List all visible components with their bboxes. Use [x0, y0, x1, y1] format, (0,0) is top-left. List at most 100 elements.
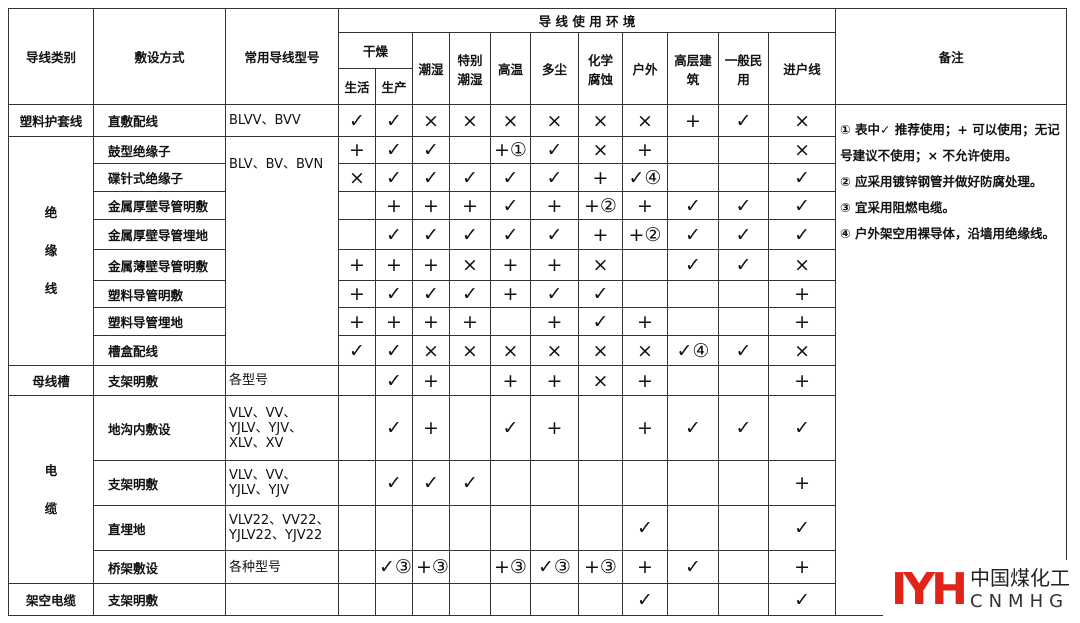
model-cell: BLVV、BVV	[225, 104, 339, 137]
usage-cell: ✓	[490, 395, 531, 461]
usage-cell: ✓③	[530, 550, 579, 584]
category-cell: 架空电缆	[8, 583, 94, 616]
usage-cell: ×	[578, 136, 623, 164]
usage-cell: +	[449, 307, 491, 336]
usage-cell	[718, 550, 769, 584]
usage-cell: +	[449, 191, 491, 220]
header-cell: 导 线 使 用 环 境	[337, 8, 837, 33]
category-cell: 绝缘线	[8, 136, 94, 366]
usage-cell: ✓	[578, 307, 623, 336]
header-cell: 进户线	[767, 32, 837, 105]
model-cell	[225, 583, 339, 616]
usage-cell	[667, 163, 719, 192]
usage-cell: +	[338, 136, 376, 164]
usage-cell	[338, 191, 376, 220]
usage-cell: +	[412, 307, 450, 336]
method-cell: 碟针式绝缘子	[93, 163, 226, 192]
model-cell: VLV22、VV22、YJLV22、YJV22	[225, 505, 339, 551]
usage-cell: ✓③	[375, 550, 413, 584]
usage-cell: ✓	[338, 104, 376, 137]
usage-cell: ✓	[375, 395, 413, 461]
usage-cell: ✓	[375, 460, 413, 506]
usage-cell: +③	[578, 550, 623, 584]
usage-cell: ✓	[718, 219, 769, 250]
usage-cell: ✓	[578, 280, 623, 308]
usage-cell	[449, 583, 491, 616]
usage-cell	[667, 307, 719, 336]
usage-cell: +①	[490, 136, 531, 164]
table-body: 塑料护套线 直敷配线 BLVV、BVV ✓ ✓ × × × × × × + ✓ × ① 表中✓ 推荐使用；+…	[8, 104, 1068, 616]
usage-cell: ✓	[412, 280, 450, 308]
category-text: 电缆	[44, 462, 58, 516]
usage-cell: +	[412, 395, 450, 461]
header-cell: 备注	[835, 8, 1068, 105]
usage-cell: ✓	[412, 136, 450, 164]
usage-cell	[718, 505, 769, 551]
usage-cell: ✓	[490, 219, 531, 250]
usage-cell: ×	[622, 335, 668, 366]
usage-cell	[718, 460, 769, 506]
usage-cell	[718, 163, 769, 192]
usage-cell: ✓④	[622, 163, 668, 192]
usage-cell: ×	[622, 104, 668, 137]
usage-cell	[718, 280, 769, 308]
table-row: 直埋地 VLV22、VV22、YJLV22、YJV22 ✓ ✓	[9, 505, 1067, 551]
usage-cell: ×	[449, 335, 491, 366]
method-cell: 槽盒配线	[93, 335, 226, 366]
usage-cell	[338, 583, 376, 616]
usage-cell: +	[338, 249, 376, 281]
category-text: 母线槽	[32, 374, 70, 389]
usage-cell: ✓	[375, 280, 413, 308]
table-row: 电缆 地沟内敷设 VLV、VV、YJLV、YJV、XLV、XV ✓ + ✓ + + ✓ ✓ ✓	[8, 395, 1067, 584]
header-cell: 干燥	[338, 32, 413, 69]
usage-cell: ×	[530, 104, 579, 137]
usage-cell: ×	[449, 104, 491, 137]
header-cell: 多尘	[530, 32, 579, 105]
usage-cell: ✓	[667, 219, 719, 250]
usage-cell: ✓	[449, 280, 491, 308]
table-row: 绝缘线 鼓型绝缘子 BLV、BV、BVN + ✓ ✓ +① ✓ × + ×	[8, 136, 1067, 366]
note: ① 表中✓ 推荐使用；+ 可以使用；无记号建议不使用；× 不允许使用。	[840, 122, 1060, 163]
usage-cell	[490, 460, 531, 506]
usage-cell: ✓	[375, 104, 413, 137]
usage-cell	[667, 583, 719, 616]
table-row: 槽盒配线 ✓ ✓ × × × × × × ✓④ ✓ ×	[9, 335, 1067, 366]
usage-cell	[667, 280, 719, 308]
watermark-text: 中国煤化工 CNMHG	[970, 566, 1070, 614]
usage-cell	[449, 505, 491, 551]
usage-cell	[530, 583, 579, 616]
table-row: 桥架敷设 各种型号 ✓③ +③ +③ ✓③ +③ + ✓ +	[9, 550, 1067, 584]
usage-cell	[530, 460, 579, 506]
usage-cell: +	[490, 365, 531, 396]
usage-cell: +	[375, 191, 413, 220]
usage-cell: ✓	[412, 163, 450, 192]
table-row: 金属厚壁导管埋地 ✓ ✓ ✓ ✓ ✓ + +② ✓ ✓ ✓	[9, 219, 1067, 250]
usage-cell: +	[767, 460, 837, 506]
usage-cell	[490, 307, 531, 336]
watermark: IYH 中国煤化工 CNMHG	[882, 560, 1074, 617]
category-cell: 塑料护套线	[8, 104, 94, 137]
method-cell: 支架明敷	[93, 460, 226, 506]
usage-cell: +	[375, 249, 413, 281]
usage-cell	[375, 505, 413, 551]
method-cell: 鼓型绝缘子	[93, 136, 226, 164]
usage-cell: ✓	[622, 505, 668, 551]
usage-cell: ✓	[490, 191, 531, 220]
method-cell: 地沟内敷设	[93, 395, 226, 461]
method-cell: 桥架敷设	[93, 550, 226, 584]
usage-cell: ✓	[718, 335, 769, 366]
usage-cell: ✓	[449, 163, 491, 192]
method-cell: 塑料导管埋地	[93, 307, 226, 336]
table-row: 金属厚壁导管明敷 + + + ✓ + +② + ✓ ✓ ✓	[9, 191, 1067, 220]
usage-cell: ×	[490, 104, 531, 137]
method-cell: 金属厚壁导管埋地	[93, 219, 226, 250]
table-row: 塑料导管明敷 + ✓ ✓ ✓ + ✓ ✓ +	[9, 280, 1067, 308]
usage-cell: ×	[767, 335, 837, 366]
method-cell: 塑料导管明敷	[93, 280, 226, 308]
usage-cell: +	[530, 307, 579, 336]
usage-cell	[338, 219, 376, 250]
usage-cell: +③	[490, 550, 531, 584]
usage-cell: ×	[767, 136, 837, 164]
usage-cell: ×	[412, 104, 450, 137]
method-cell: 金属薄壁导管明敷	[93, 249, 226, 281]
